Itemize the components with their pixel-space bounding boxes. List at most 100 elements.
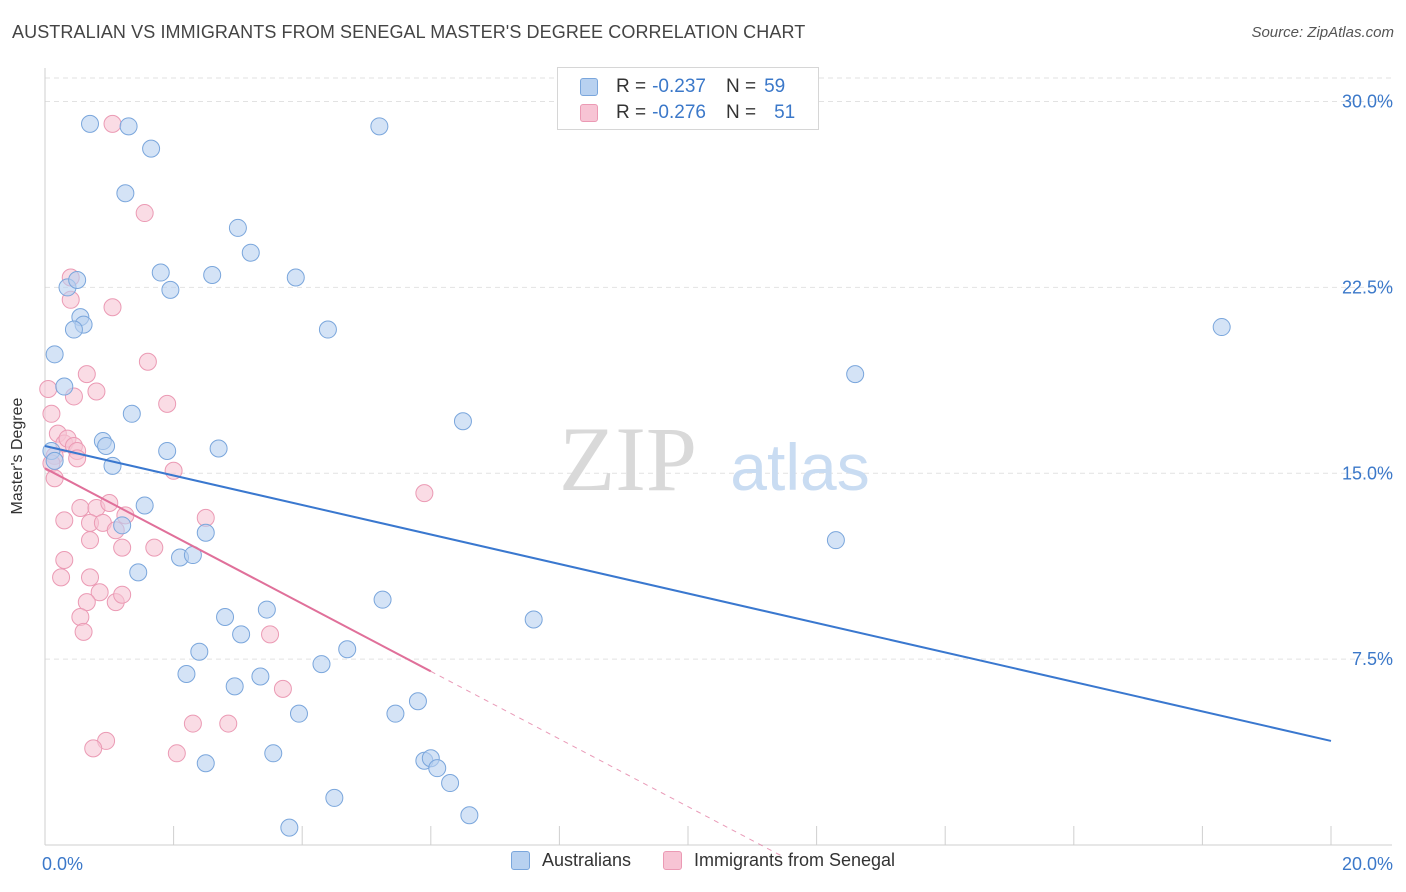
legend-swatch-pink (662, 851, 682, 870)
legend-row-senegal: R = -0.276 N = 51 (580, 101, 795, 125)
data-point-senegal (103, 114, 122, 133)
n-label: N = (725, 76, 757, 97)
watermark-zip: ZIP (559, 408, 697, 510)
trend-layer (44, 445, 1332, 858)
points-layer (39, 114, 1231, 837)
watermark: ZIP atlas (559, 408, 870, 510)
data-point-australians (45, 451, 64, 470)
data-point-australians (161, 280, 180, 299)
x-tick-label: 0.0% (42, 854, 83, 874)
tick-label-layer: 7.5% 15.0% 22.5% 30.0% 0.0% 20.0% (42, 92, 1393, 874)
r-label: R = (616, 76, 647, 97)
data-point-australians (113, 516, 132, 535)
data-point-senegal (77, 365, 96, 384)
data-point-senegal (55, 551, 74, 570)
data-point-senegal (81, 531, 100, 550)
grid-layer (45, 77, 1392, 660)
y-axis-label: Master's Degree (9, 397, 26, 515)
data-point-australians (196, 523, 215, 542)
data-point-australians (190, 642, 209, 661)
trend-line-senegal (44, 467, 432, 673)
data-point-senegal (71, 608, 90, 627)
data-point-australians (64, 320, 83, 339)
data-point-australians (846, 365, 865, 384)
data-point-australians (119, 117, 138, 136)
legend-row-australians: R = -0.237 N = 59 (580, 75, 785, 99)
data-point-australians (289, 704, 308, 723)
data-point-australians (241, 243, 260, 262)
data-point-australians (460, 806, 479, 825)
data-point-australians (373, 590, 392, 609)
data-point-australians (325, 788, 344, 807)
data-point-australians (286, 268, 305, 287)
data-point-senegal (77, 593, 96, 612)
data-point-senegal (145, 538, 164, 557)
data-point-senegal (158, 394, 177, 413)
data-point-senegal (71, 498, 90, 517)
data-point-australians (441, 774, 460, 793)
legend-item-senegal[interactable]: Immigrants from Senegal (662, 850, 896, 871)
data-point-senegal (415, 484, 434, 503)
data-point-australians (129, 563, 148, 582)
legend-swatch-pink (580, 104, 598, 122)
data-point-australians (81, 114, 100, 133)
trend-line-senegal-extension (430, 670, 785, 858)
data-point-senegal (183, 714, 202, 733)
data-point-australians (826, 531, 845, 550)
source-label: Source: ZipAtlas.com (1251, 24, 1394, 41)
x-tick-label: 20.0% (1342, 854, 1393, 874)
data-point-australians (196, 754, 215, 773)
data-point-australians (370, 117, 389, 136)
data-point-senegal (113, 538, 132, 557)
data-point-australians (264, 744, 283, 763)
trend-line-australians (44, 445, 1332, 742)
data-point-australians (177, 665, 196, 684)
data-point-senegal (84, 739, 103, 758)
n-label: N = (725, 102, 757, 123)
data-point-australians (338, 640, 357, 659)
data-point-australians (203, 266, 222, 285)
r-label: R = (616, 102, 647, 123)
data-point-australians (216, 608, 235, 627)
chart-title: AUSTRALIAN VS IMMIGRANTS FROM SENEGAL MA… (12, 22, 806, 42)
data-point-australians (55, 377, 74, 396)
data-point-australians (142, 139, 161, 158)
data-point-australians (280, 818, 299, 837)
data-point-senegal (261, 625, 280, 644)
data-point-australians (135, 496, 154, 515)
watermark-atlas: atlas (730, 430, 869, 504)
data-point-australians (97, 437, 116, 456)
data-point-senegal (113, 585, 132, 604)
legend-item-australians[interactable]: Australians (510, 850, 631, 871)
axis-layer (44, 68, 1392, 846)
data-point-senegal (90, 583, 109, 602)
data-point-australians (116, 184, 135, 203)
data-point-australians (151, 263, 170, 282)
data-point-australians (122, 404, 141, 423)
data-point-australians (251, 667, 270, 686)
data-point-senegal (219, 714, 238, 733)
data-point-australians (225, 677, 244, 696)
data-point-senegal (55, 511, 74, 530)
data-point-senegal (87, 382, 106, 401)
data-point-australians (228, 218, 247, 237)
data-point-senegal (39, 380, 58, 399)
data-point-australians (232, 625, 251, 644)
data-point-australians (68, 270, 87, 289)
y-tick-label: 7.5% (1352, 649, 1393, 669)
data-point-australians (386, 704, 405, 723)
data-point-australians (257, 600, 276, 619)
data-point-senegal (74, 622, 93, 641)
data-point-senegal (103, 298, 122, 317)
data-point-senegal (81, 568, 100, 587)
legend-swatch-blue (510, 851, 530, 870)
data-point-senegal (52, 568, 71, 587)
legend-label: Immigrants from Senegal (693, 850, 896, 870)
data-point-australians (318, 320, 337, 339)
correlation-legend: R = -0.237 N = 59 R = -0.276 N = 51 (557, 67, 819, 130)
data-point-senegal (167, 744, 186, 763)
data-point-senegal (138, 352, 157, 371)
data-point-senegal (135, 204, 154, 223)
series-legend: Australians Immigrants from Senegal (0, 850, 1406, 871)
